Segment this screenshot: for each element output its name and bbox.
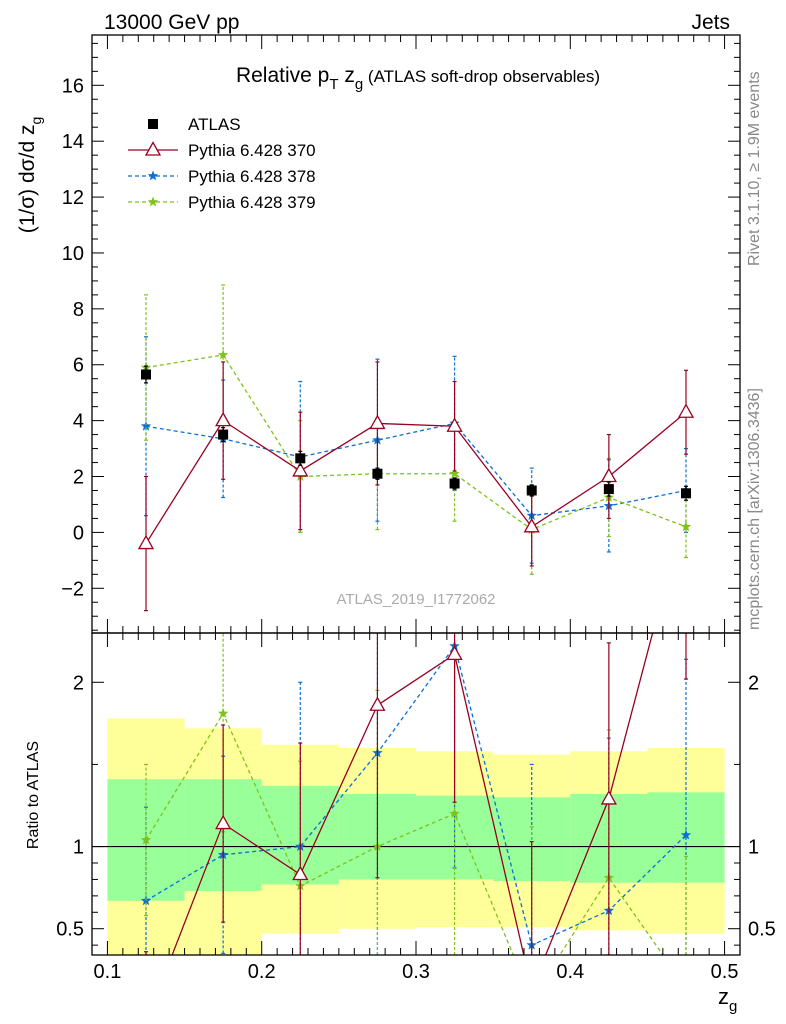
main-ytick-label-0: −2 bbox=[61, 578, 84, 600]
mcplots-info: mcplots.cern.ch [arXiv:1306.3436] bbox=[746, 388, 763, 630]
y-axis-label-sub: g bbox=[28, 117, 44, 125]
main-triangle-1-point-2 bbox=[292, 462, 309, 477]
main-square-0-point-7 bbox=[681, 488, 691, 499]
main-square-0-point-0 bbox=[141, 369, 151, 380]
ratio-0-line bbox=[171, 633, 654, 955]
main-square-0-point-6 bbox=[603, 484, 614, 495]
xtick-label-2: 0.3 bbox=[402, 961, 430, 983]
main-triangle-1-point-6 bbox=[600, 467, 617, 483]
main-triangle-1-point-3 bbox=[369, 414, 386, 430]
ratio-0-point-2 bbox=[292, 865, 309, 881]
main-ytick-label-7: 12 bbox=[62, 187, 84, 209]
main-star-3-point-7 bbox=[680, 521, 692, 532]
main-triangle-1-point-7 bbox=[677, 403, 695, 418]
main-ytick-label-6: 10 bbox=[62, 243, 84, 265]
main-series-group bbox=[137, 284, 695, 612]
ratio-2-point-0 bbox=[140, 834, 152, 845]
legend-label-3: Pythia 6.428 379 bbox=[188, 193, 316, 212]
x-axis-label: zg bbox=[718, 984, 737, 1015]
ratio-series-group bbox=[140, 633, 692, 955]
ratio-0-point-3 bbox=[369, 696, 386, 711]
legend-marker-1 bbox=[144, 141, 162, 156]
main-square-0-point-5 bbox=[526, 485, 537, 496]
main-square-0-point-3 bbox=[372, 468, 383, 479]
main-star-2-line bbox=[145, 422, 687, 517]
chart-title-main: Relative p bbox=[236, 64, 329, 87]
legend-label-1: Pythia 6.428 370 bbox=[188, 141, 316, 160]
legend-item-3: Pythia 6.428 379 bbox=[128, 193, 316, 212]
ratio-ytick-label-left-0: 0.5 bbox=[56, 919, 84, 941]
y-axis-label-main: (1/σ) dσ/d z bbox=[16, 125, 39, 234]
legend-marker-0 bbox=[148, 119, 158, 129]
header-left: 13000 GeV pp bbox=[104, 11, 239, 34]
legend-item-1: Pythia 6.428 370 bbox=[128, 141, 316, 160]
header-right: Jets bbox=[691, 11, 730, 34]
main-star-2-point-0 bbox=[140, 420, 152, 431]
chart-title-sub: T bbox=[329, 76, 338, 93]
ratio-1-point-7 bbox=[680, 829, 692, 840]
main-ytick-label-5: 8 bbox=[73, 299, 84, 321]
x-axis-label-sub: g bbox=[729, 998, 737, 1015]
main-star-3-line bbox=[145, 354, 687, 531]
ratio-0-series bbox=[144, 633, 688, 955]
main-triangle-1-point-1 bbox=[215, 411, 232, 427]
main-square-0-point-4 bbox=[449, 478, 460, 489]
x-axis-label-main: z bbox=[718, 984, 729, 1009]
legend-marker-3 bbox=[147, 196, 159, 207]
main-triangle-1-line bbox=[145, 411, 687, 544]
ratio-ytick-label-left-2: 2 bbox=[73, 672, 84, 694]
xtick-label-0: 0.1 bbox=[94, 961, 122, 983]
ratio-y-axis-label: Ratio to ATLAS bbox=[25, 741, 42, 849]
xtick-label-3: 0.4 bbox=[556, 961, 584, 983]
main-ytick-label-8: 14 bbox=[62, 131, 84, 153]
ratio-ytick-label-right-2: 2 bbox=[748, 672, 759, 694]
main-ytick-label-1: 0 bbox=[73, 522, 84, 544]
legend-marker-2 bbox=[147, 170, 159, 181]
main-ytick-label-9: 16 bbox=[62, 75, 84, 97]
ratio-0-point-6 bbox=[600, 790, 617, 805]
main-ytick-label-2: 2 bbox=[73, 467, 84, 489]
legend-label-0: ATLAS bbox=[188, 115, 241, 134]
main-triangle-1-series bbox=[137, 361, 695, 612]
main-ytick-label-3: 4 bbox=[73, 411, 84, 433]
ratio-uncertainty-bands bbox=[107, 718, 725, 955]
ratio-ytick-label-right-0: 0.5 bbox=[748, 919, 776, 941]
legend-label-2: Pythia 6.428 378 bbox=[188, 167, 316, 186]
chart-title-tail: (ATLAS soft-drop observables) bbox=[363, 67, 600, 86]
ratio-ytick-label-right-1: 1 bbox=[748, 837, 759, 859]
main-square-0-series bbox=[141, 365, 691, 501]
xtick-label-4: 0.5 bbox=[711, 961, 739, 983]
legend-item-2: Pythia 6.428 378 bbox=[128, 167, 316, 186]
main-triangle-1-point-4 bbox=[446, 417, 463, 432]
main-star-3-point-1 bbox=[217, 349, 229, 360]
ratio-2-point-1 bbox=[217, 708, 229, 718]
legend-item-0: ATLAS bbox=[148, 115, 241, 134]
main-triangle-1-point-5 bbox=[523, 517, 540, 533]
y-axis-label: (1/σ) dσ/d zg bbox=[16, 117, 44, 234]
ratio-1-line bbox=[145, 644, 687, 947]
main-square-0-point-2 bbox=[295, 453, 306, 464]
chart-title: Relative pT zg (ATLAS soft-drop observab… bbox=[236, 64, 600, 93]
main-triangle-1-point-0 bbox=[137, 534, 155, 550]
legend: ATLAS Pythia 6.428 370 Pythia 6.428 378 Pyt… bbox=[128, 115, 316, 212]
ratio-2-line bbox=[145, 712, 664, 955]
ratio-ytick-label-left-1: 1 bbox=[73, 837, 84, 859]
main-square-0-point-1 bbox=[218, 429, 229, 440]
ratio-0-point-4 bbox=[446, 645, 463, 661]
watermark: ATLAS_2019_I1772062 bbox=[336, 591, 495, 608]
ratio-2-point-4 bbox=[449, 808, 460, 819]
xtick-label-1: 0.2 bbox=[248, 961, 276, 983]
main-star-3-point-4 bbox=[449, 468, 460, 479]
rivet-info: Rivet 3.1.10, ≥ 1.9M events bbox=[746, 71, 763, 266]
ratio-0-point-1 bbox=[215, 814, 232, 830]
main-ytick-label-4: 6 bbox=[73, 355, 84, 377]
chart-title-mid: z bbox=[339, 64, 355, 87]
chart-title-sub2: g bbox=[355, 76, 363, 93]
